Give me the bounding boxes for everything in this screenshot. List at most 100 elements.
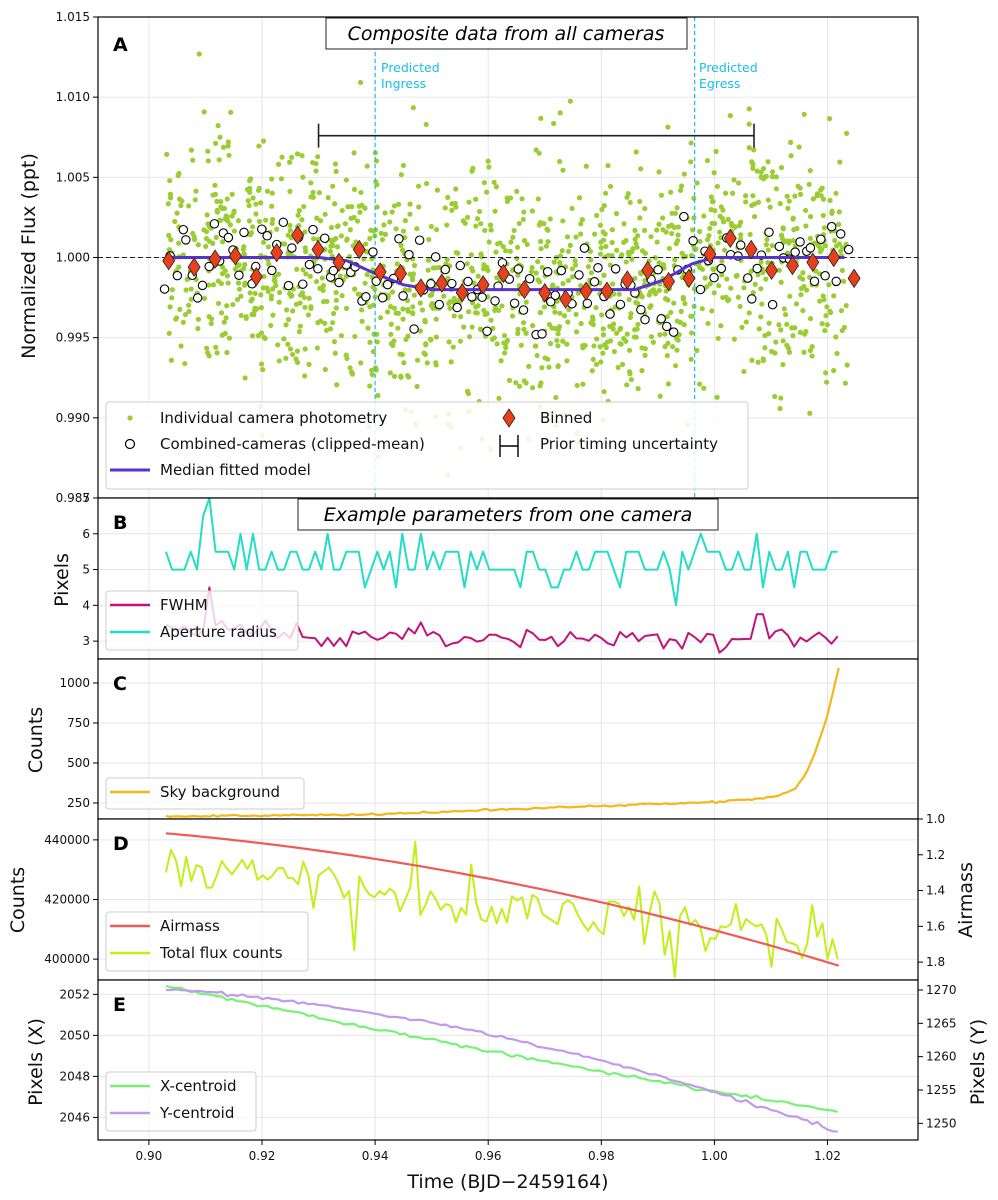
individual-point: [180, 319, 186, 325]
binned-point: [311, 239, 325, 260]
individual-point: [788, 153, 794, 159]
panel-c-ytick-label: 250: [67, 796, 90, 810]
individual-point: [347, 365, 353, 371]
individual-point: [287, 222, 293, 228]
combined-point: [313, 264, 323, 274]
individual-point: [174, 315, 180, 321]
individual-point: [165, 201, 171, 207]
individual-point: [699, 266, 706, 272]
individual-point: [691, 286, 697, 292]
combined-point: [455, 260, 465, 271]
individual-point: [276, 358, 282, 364]
individual-point: [675, 224, 681, 230]
individual-point: [750, 289, 756, 296]
individual-point: [287, 346, 294, 352]
individual-point: [743, 199, 749, 205]
individual-point: [689, 330, 695, 336]
individual-point: [246, 218, 252, 224]
panel-b-ytick-label: 3: [82, 634, 90, 648]
individual-point: [176, 196, 183, 202]
individual-point: [573, 234, 579, 240]
individual-point: [689, 227, 696, 233]
individual-point: [242, 261, 248, 268]
panel-b-title-box: [297, 498, 719, 531]
individual-point: [731, 336, 737, 342]
individual-point: [766, 320, 772, 326]
individual-point: [776, 267, 782, 273]
individual-point: [778, 395, 784, 401]
individual-point: [536, 150, 542, 156]
combined-point: [593, 263, 603, 273]
individual-point: [458, 314, 464, 320]
individual-point: [733, 273, 739, 279]
individual-point: [205, 148, 211, 154]
individual-point: [388, 321, 394, 327]
individual-point: [822, 328, 828, 334]
combined-point: [743, 273, 753, 283]
individual-point: [772, 393, 778, 400]
individual-point: [602, 190, 609, 196]
individual-point: [544, 226, 550, 232]
individual-point: [389, 209, 395, 215]
individual-point: [253, 211, 259, 217]
individual-point: [592, 231, 598, 237]
individual-point: [764, 236, 770, 242]
combined-point: [361, 292, 371, 302]
panel-b-title: Example parameters from one camera: [324, 504, 693, 526]
individual-point: [839, 267, 845, 273]
individual-point: [206, 313, 212, 320]
combined-point: [735, 240, 746, 250]
individual-point: [669, 230, 675, 237]
individual-point: [331, 339, 337, 345]
individual-point: [217, 217, 224, 223]
individual-point: [410, 271, 417, 277]
binned-point: [228, 246, 242, 266]
panel-d-ytick-right-label: 1.4: [926, 884, 945, 898]
individual-point: [212, 191, 219, 197]
individual-point: [746, 121, 752, 127]
individual-point: [243, 314, 249, 320]
individual-point: [203, 243, 209, 249]
individual-point: [219, 239, 226, 245]
individual-point: [702, 275, 708, 281]
binned-point: [435, 273, 449, 293]
binned-point: [394, 263, 408, 284]
individual-point: [423, 180, 430, 187]
individual-point: [720, 219, 727, 225]
individual-point: [491, 335, 497, 341]
combined-point: [452, 302, 462, 313]
individual-point: [481, 180, 487, 186]
individual-point: [354, 218, 361, 224]
individual-point: [715, 335, 721, 342]
individual-point: [627, 371, 633, 377]
individual-point: [833, 190, 839, 196]
combined-point: [805, 243, 816, 253]
individual-point: [301, 294, 307, 301]
individual-point: [800, 308, 806, 314]
individual-point: [574, 382, 580, 389]
individual-point: [758, 259, 764, 265]
individual-point: [342, 221, 348, 227]
panel-e-ytick-label: 2048: [59, 1069, 90, 1083]
individual-point: [169, 295, 175, 301]
individual-point: [806, 181, 812, 187]
combined-point: [172, 270, 183, 281]
individual-point: [749, 357, 755, 363]
individual-point: [356, 203, 362, 209]
individual-point: [718, 204, 724, 210]
individual-point: [212, 140, 219, 146]
individual-point: [308, 304, 314, 310]
individual-point: [240, 246, 246, 253]
combined-point: [477, 292, 487, 303]
individual-point: [721, 247, 728, 253]
individual-point: [294, 266, 300, 272]
individual-point: [352, 333, 358, 340]
individual-point: [669, 210, 675, 216]
combined-point: [434, 299, 444, 310]
individual-point: [475, 273, 481, 279]
individual-point: [400, 316, 406, 322]
individual-point: [428, 223, 434, 230]
individual-point: [311, 236, 317, 242]
combined-point: [668, 327, 679, 337]
individual-point: [414, 383, 420, 390]
